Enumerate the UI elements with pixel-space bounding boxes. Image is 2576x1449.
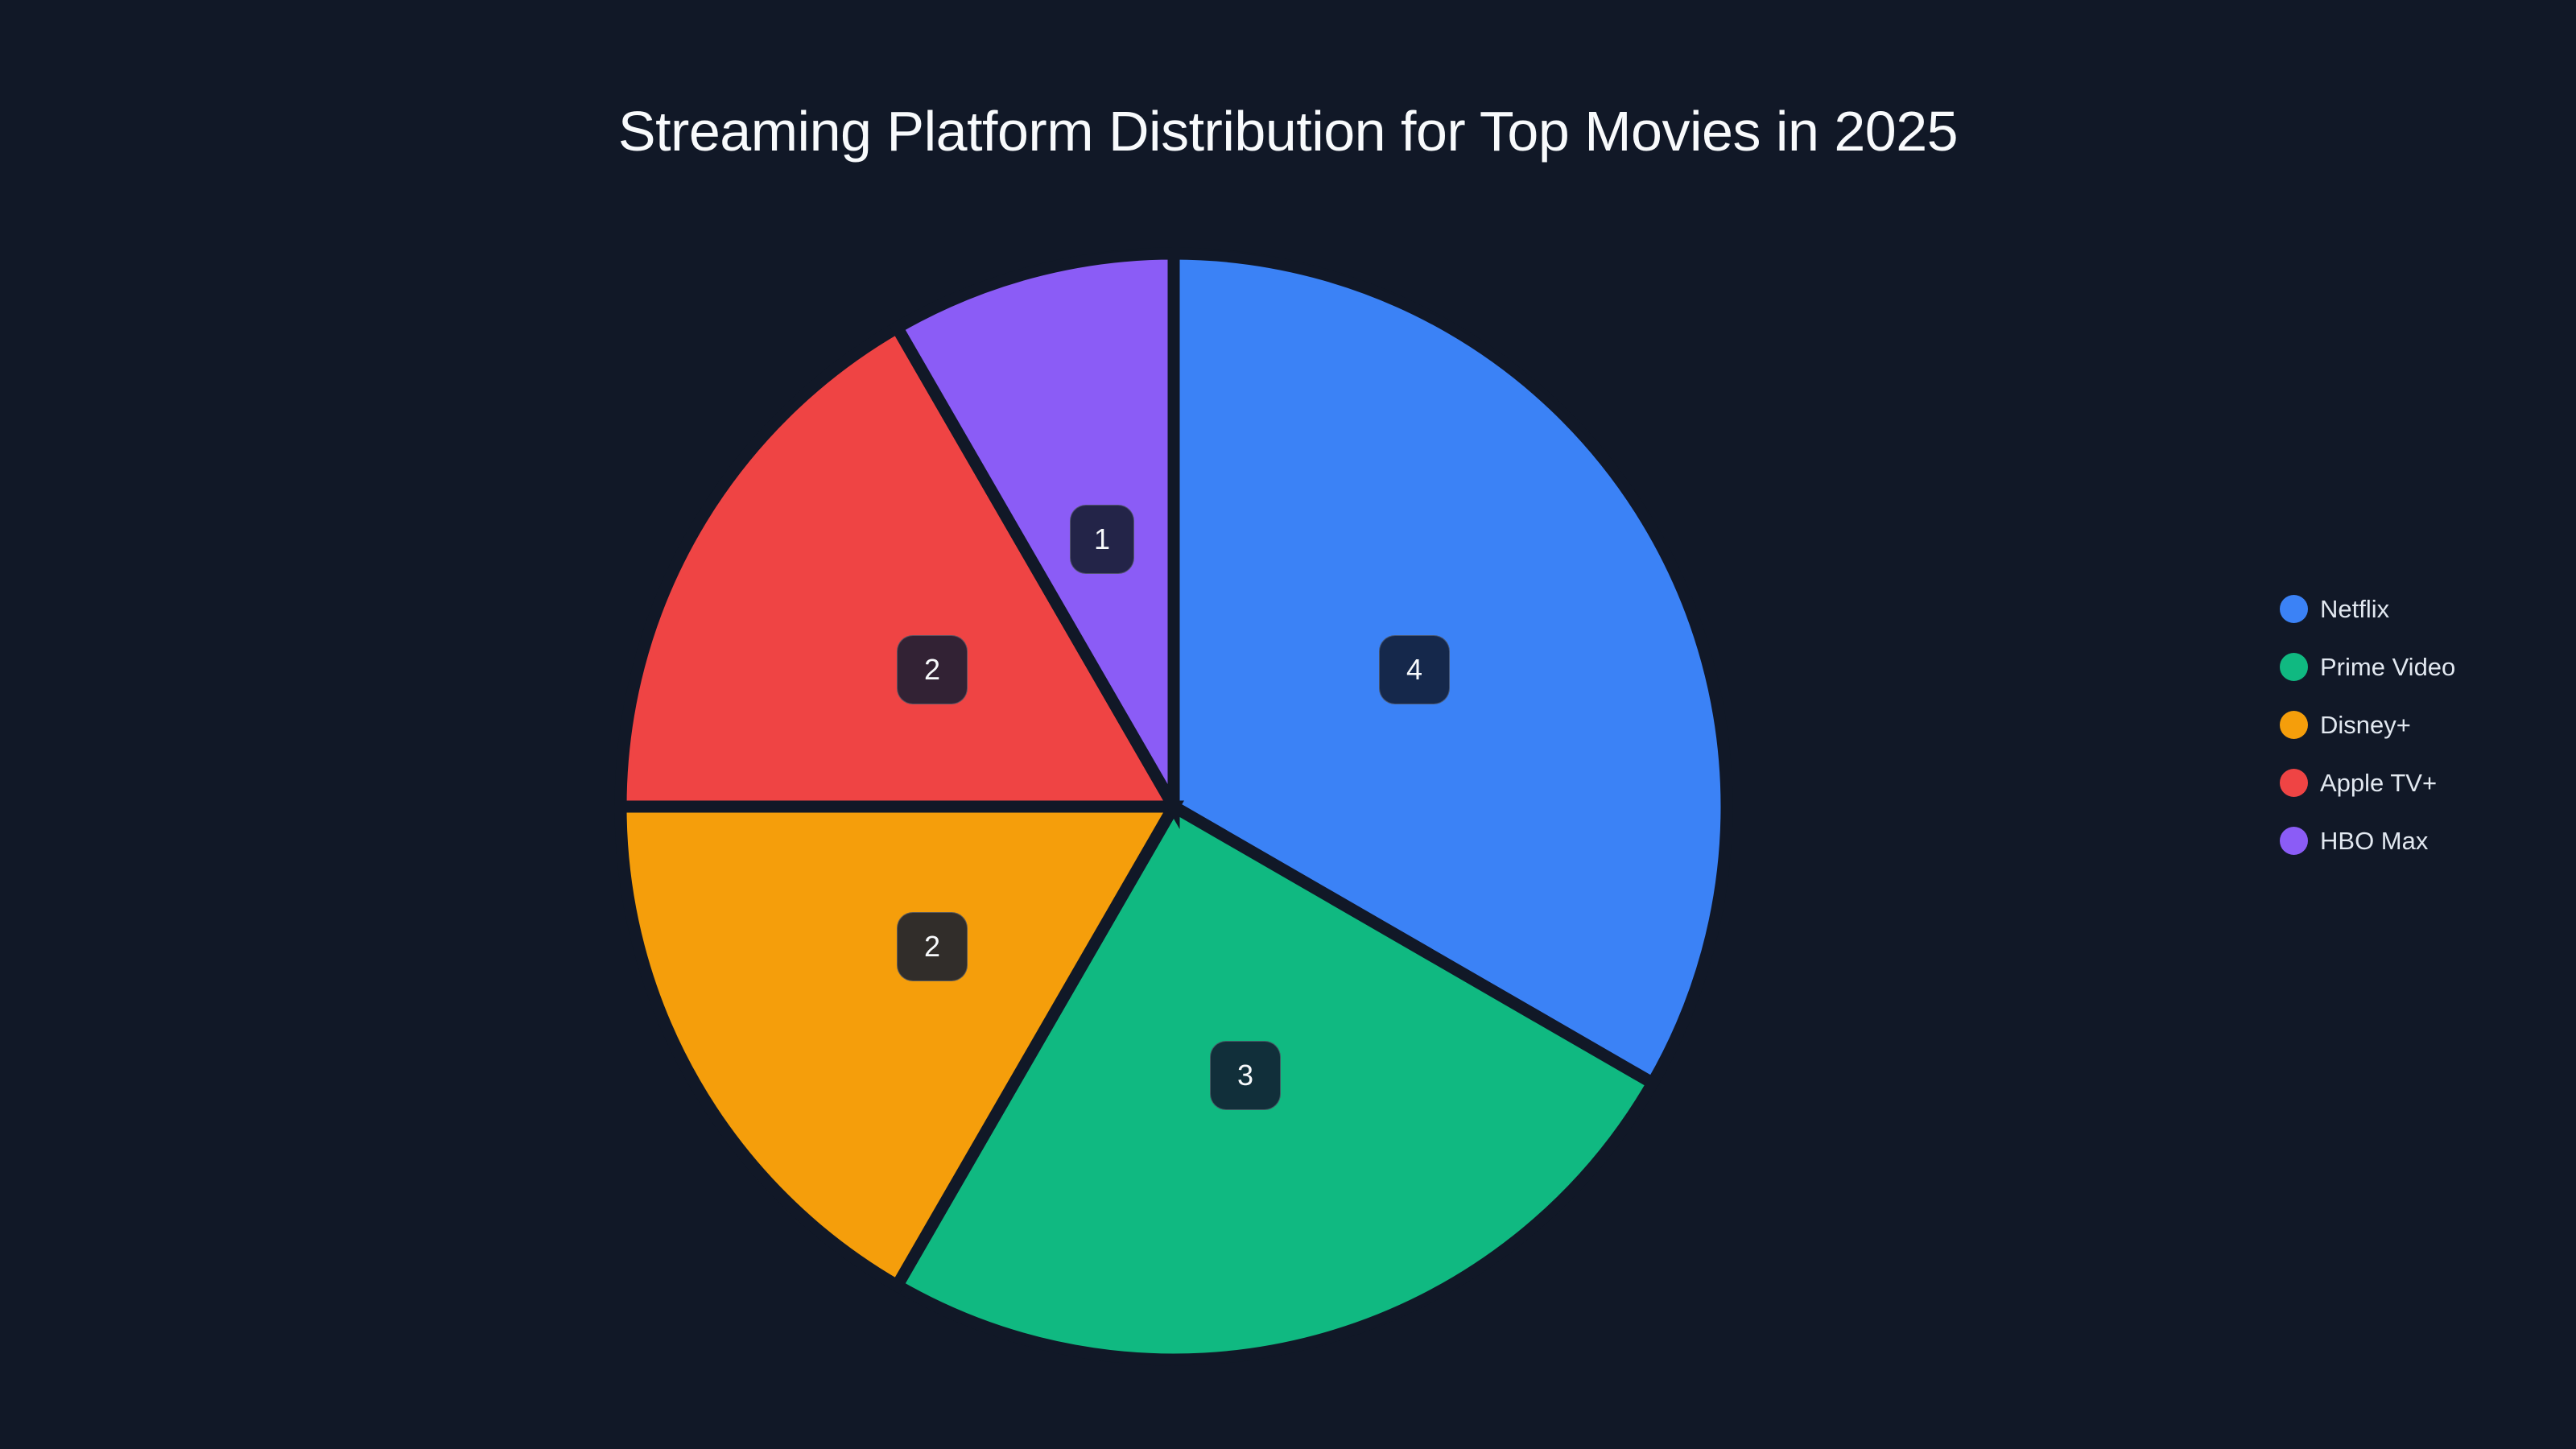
slice-apple-tv-plus[interactable]	[614, 319, 1184, 813]
legend-item-netflix[interactable]: Netflix	[2280, 580, 2455, 638]
legend-label: Disney+	[2320, 710, 2411, 739]
legend-label: Netflix	[2320, 594, 2390, 623]
legend-label: HBO Max	[2320, 826, 2429, 855]
slice-hbo-max[interactable]	[889, 247, 1180, 829]
data-label-netflix: 4	[1379, 635, 1450, 704]
data-label-value: 2	[923, 930, 941, 963]
legend-swatch-icon	[2280, 710, 2308, 739]
data-label-value: 3	[1236, 1059, 1254, 1092]
data-label-disney-plus: 2	[897, 912, 968, 981]
legend-label: Prime Video	[2320, 652, 2456, 681]
legend-swatch-icon	[2280, 652, 2308, 681]
legend-item-prime-video[interactable]: Prime Video	[2280, 638, 2455, 696]
legend-swatch-icon	[2280, 768, 2308, 797]
slice-netflix[interactable]	[1167, 247, 1733, 1092]
legend-label: Apple TV+	[2320, 768, 2438, 797]
data-label-value: 4	[1406, 653, 1423, 686]
data-label-prime-video: 3	[1210, 1041, 1281, 1110]
slice-disney-plus[interactable]	[614, 800, 1184, 1294]
data-label-apple-tv-plus: 2	[897, 635, 968, 704]
chart-title: Streaming Platform Distribution for Top …	[617, 100, 1959, 163]
legend-swatch-icon	[2280, 594, 2308, 623]
legend-item-hbo-max[interactable]: HBO Max	[2280, 811, 2455, 869]
legend-item-disney-plus[interactable]: Disney+	[2280, 696, 2455, 753]
legend: Netflix Prime Video Disney+ Apple TV+ HB…	[2280, 580, 2455, 869]
legend-swatch-icon	[2280, 826, 2308, 855]
data-label-value: 2	[923, 653, 941, 686]
legend-item-apple-tv-plus[interactable]: Apple TV+	[2280, 753, 2455, 811]
data-label-value: 1	[1093, 522, 1111, 555]
data-label-hbo-max: 1	[1070, 505, 1134, 574]
